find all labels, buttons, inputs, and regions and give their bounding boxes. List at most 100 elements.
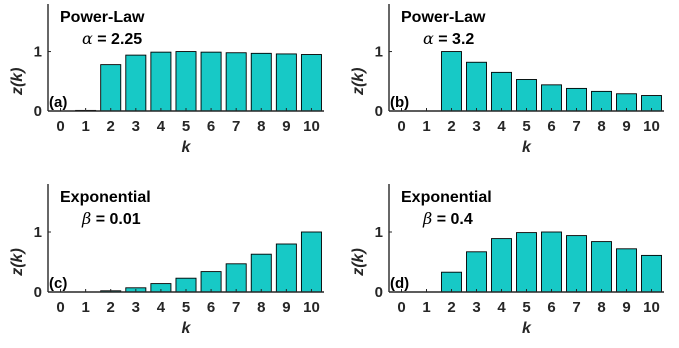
y-tick-label: 1 <box>34 44 42 61</box>
parameter-value: = 0.01 <box>91 211 140 228</box>
bar-a-k7 <box>225 52 247 112</box>
bar-b-k2 <box>441 51 462 112</box>
x-tick-label: 1 <box>81 118 89 135</box>
x-tick-label: 0 <box>56 118 64 135</box>
bar-a-k3 <box>125 54 147 112</box>
bar-b-k5 <box>516 79 537 112</box>
x-tick-label: 0 <box>397 299 405 316</box>
y-axis-label: z(k) <box>9 248 26 277</box>
x-tick-label: 2 <box>447 118 455 135</box>
bar-c-k10 <box>300 231 322 293</box>
parameter-symbol: β <box>422 209 432 228</box>
y-tick-label: 0 <box>34 103 42 120</box>
y-axis-label: z(k) <box>350 248 367 277</box>
panel-letter: (b) <box>390 94 409 111</box>
panel-letter: (c) <box>49 275 67 292</box>
x-tick-label: 5 <box>522 118 530 135</box>
x-tick-label: 6 <box>547 118 555 135</box>
x-tick-label: 3 <box>472 299 480 316</box>
x-tick-label: 0 <box>56 299 64 316</box>
x-tick-label: 3 <box>132 299 140 316</box>
bar-b-k4 <box>491 71 512 112</box>
y-tick-label: 0 <box>375 103 383 120</box>
bar-d-k3 <box>466 251 487 293</box>
parameter-label: α = 2.25 <box>82 29 142 48</box>
x-tick-label: 9 <box>622 299 630 316</box>
x-tick-label: 9 <box>282 299 290 316</box>
bar-d-k6 <box>541 231 562 293</box>
bar-d-k10 <box>641 254 662 293</box>
x-tick-label: 8 <box>257 118 265 135</box>
bar-c-k6 <box>200 271 222 293</box>
x-tick-label: 9 <box>282 118 290 135</box>
panel-title: Power-Law <box>60 9 145 26</box>
bar-a-k10 <box>300 54 322 112</box>
parameter-label: α = 3.2 <box>423 29 474 48</box>
x-tick-label: 6 <box>547 299 555 316</box>
x-tick-label: 5 <box>182 299 190 316</box>
panel-title: Exponential <box>60 189 151 206</box>
panel-letter: (a) <box>49 94 67 111</box>
x-tick-label: 10 <box>303 299 320 316</box>
x-tick-label: 1 <box>81 299 89 316</box>
x-tick-label: 5 <box>522 299 530 316</box>
parameter-symbol: β <box>81 209 91 228</box>
x-tick-label: 10 <box>303 118 320 135</box>
bar-c-k8 <box>250 253 272 293</box>
x-axis-label: k <box>522 139 532 156</box>
panel-title: Exponential <box>401 189 492 206</box>
x-tick-label: 4 <box>497 299 506 316</box>
x-tick-label: 3 <box>472 118 480 135</box>
x-tick-label: 3 <box>132 118 140 135</box>
parameter-label: β = 0.01 <box>81 209 141 228</box>
parameter-label: β = 0.4 <box>422 209 473 228</box>
x-tick-label: 4 <box>157 299 166 316</box>
x-tick-label: 1 <box>422 118 430 135</box>
parameter-symbol: α <box>423 29 434 48</box>
x-tick-label: 10 <box>643 118 660 135</box>
bar-b-k3 <box>466 61 487 112</box>
bar-a-k6 <box>200 51 222 112</box>
x-tick-label: 2 <box>107 299 115 316</box>
x-tick-label: 4 <box>157 118 166 135</box>
parameter-value: = 2.25 <box>93 31 142 48</box>
x-tick-label: 6 <box>207 299 215 316</box>
x-axis-label: k <box>182 320 192 337</box>
y-tick-label: 0 <box>375 284 383 301</box>
y-axis-label: z(k) <box>9 67 26 96</box>
x-tick-label: 4 <box>497 118 506 135</box>
y-tick-label: 1 <box>375 44 383 61</box>
x-tick-label: 8 <box>597 299 605 316</box>
x-tick-label: 7 <box>232 299 240 316</box>
bar-d-k8 <box>591 241 612 293</box>
x-tick-label: 5 <box>182 118 190 135</box>
bar-d-k9 <box>616 248 637 293</box>
x-tick-label: 10 <box>643 299 660 316</box>
x-tick-label: 1 <box>422 299 430 316</box>
bar-b-k7 <box>566 87 587 112</box>
bar-d-k5 <box>516 232 537 293</box>
bar-a-k2 <box>100 64 122 112</box>
bar-b-k6 <box>541 84 562 112</box>
bar-a-k5 <box>175 51 197 112</box>
x-tick-label: 9 <box>622 118 630 135</box>
bar-a-k4 <box>150 51 172 112</box>
parameter-symbol: α <box>82 29 93 48</box>
parameter-value: = 0.4 <box>432 211 473 228</box>
bar-a-k8 <box>250 52 272 112</box>
bar-c-k9 <box>275 243 297 293</box>
x-axis-label: k <box>182 139 192 156</box>
parameter-value: = 3.2 <box>434 31 475 48</box>
x-tick-label: 7 <box>572 299 580 316</box>
x-tick-label: 8 <box>257 299 265 316</box>
panel-letter: (d) <box>390 275 409 292</box>
y-axis-label: z(k) <box>350 67 367 96</box>
x-tick-label: 2 <box>447 299 455 316</box>
x-tick-label: 8 <box>597 118 605 135</box>
bar-a-k9 <box>275 53 297 112</box>
